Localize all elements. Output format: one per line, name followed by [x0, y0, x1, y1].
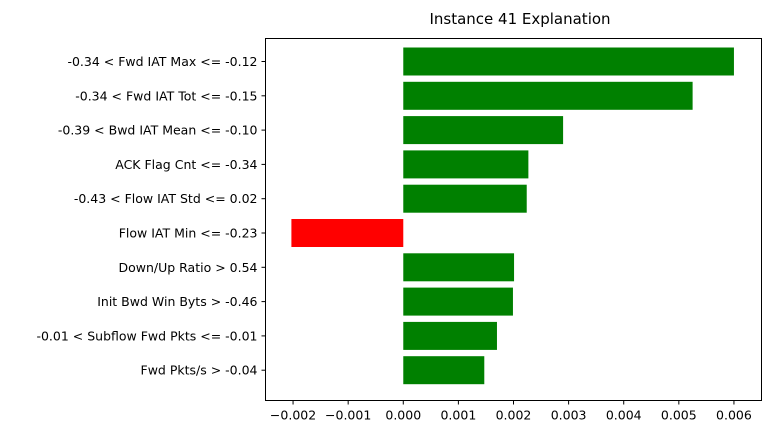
- bar-7: [403, 287, 513, 316]
- plot-frame: [265, 38, 762, 401]
- y-tick-label-1: -0.34 < Fwd IAT Tot <= -0.15: [75, 88, 257, 103]
- y-tick-label-4: -0.43 < Flow IAT Std <= 0.02: [74, 191, 258, 206]
- bar-4: [403, 184, 527, 213]
- y-tick-label-9: Fwd Pkts/s > -0.04: [141, 363, 258, 378]
- x-tick-label-0: −0.002: [270, 408, 316, 423]
- bars-group: [291, 47, 734, 385]
- bar-2: [403, 116, 564, 145]
- x-tick-label-4: 0.002: [496, 408, 532, 423]
- chart-title: Instance 41 Explanation: [429, 10, 610, 28]
- y-tick-label-5: Flow IAT Min <= -0.23: [119, 226, 258, 241]
- bar-5: [291, 219, 404, 247]
- bar-0: [403, 47, 734, 76]
- x-tick-label-2: 0.000: [385, 408, 421, 423]
- x-axis-group: −0.002 −0.001 0.000 0.001 0.002 0.003 0.004 0.0…: [270, 400, 752, 423]
- y-tick-label-2: -0.39 < Bwd IAT Mean <= -0.10: [58, 123, 258, 138]
- y-tick-label-8: -0.01 < Subflow Fwd Pkts <= -0.01: [36, 328, 257, 343]
- x-tick-label-3: 0.001: [440, 408, 476, 423]
- x-tick-label-7: 0.005: [661, 408, 697, 423]
- y-tick-label-0: -0.34 < Fwd IAT Max <= -0.12: [67, 54, 257, 69]
- x-tick-label-6: 0.004: [606, 408, 642, 423]
- x-tick-label-5: 0.003: [551, 408, 587, 423]
- y-tick-label-6: Down/Up Ratio > 0.54: [118, 260, 257, 275]
- x-tick-label-1: −0.001: [325, 408, 371, 423]
- y-tick-label-7: Init Bwd Win Byts > -0.46: [97, 294, 257, 309]
- bar-9: [403, 356, 485, 385]
- x-tick-label-8: 0.006: [716, 408, 752, 423]
- y-labels-group: -0.34 < Fwd IAT Max <= -0.12 -0.34 < Fwd …: [36, 54, 266, 378]
- bar-1: [403, 81, 693, 110]
- bar-3: [403, 150, 529, 179]
- bar-8: [403, 321, 497, 350]
- bar-6: [403, 253, 515, 282]
- y-tick-label-3: ACK Flag Cnt <= -0.34: [115, 157, 257, 172]
